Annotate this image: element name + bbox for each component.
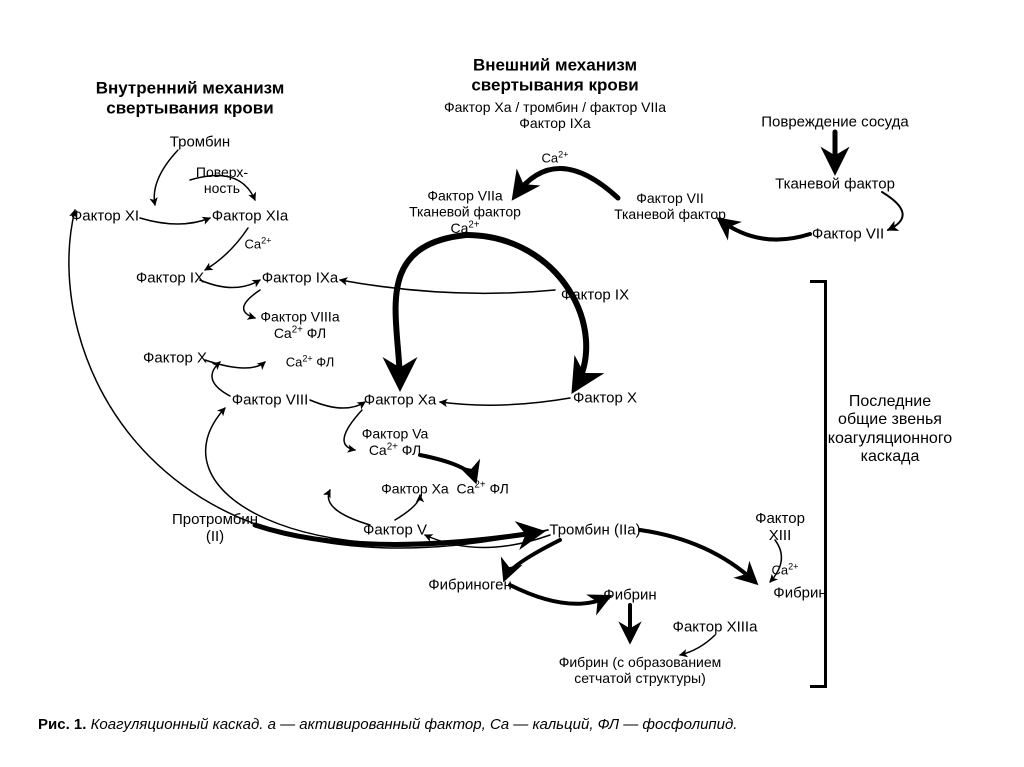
edge-e_ixa_viiia [244, 290, 260, 318]
edge-e_to_xa [310, 400, 365, 408]
node-fXa_complex: Фактор Xa Ca2+ ФЛ [381, 480, 509, 497]
node-fIX: Фактор IX [136, 269, 204, 286]
edge-e_thr_fibrinogen [505, 540, 560, 578]
node-thrombin_top: Тромбин [170, 133, 230, 150]
node-fV: Фактор V [363, 521, 427, 538]
node-fIXa: Фактор IXa [262, 269, 339, 286]
edge-e_fx_left [205, 360, 265, 368]
node-fXI: Фактор XI [71, 207, 139, 224]
edge-e_fv_up2 [395, 495, 420, 520]
node-prothrombin: Протромбин(II) [172, 511, 258, 546]
node-ca_fl_mid: Ca2+ ФЛ [286, 353, 335, 370]
node-fXIII: ФакторXIII [755, 510, 805, 545]
edge-e_fx_ext [440, 398, 570, 405]
edge-e_viii_up [212, 362, 230, 396]
edge-e_xi_xia [140, 218, 210, 224]
node-fX_ext: Фактор X [573, 389, 637, 406]
node-ca_right: Ca2+ [772, 561, 799, 578]
edge-e_xa_down [344, 410, 362, 450]
edge-e_va_complex [420, 455, 475, 480]
node-title_intrinsic: Внутренний механизмсвертывания крови [96, 78, 285, 117]
edge-e_big_curve [466, 235, 586, 388]
edge-e_fv_up [328, 490, 370, 525]
node-title_ext_sub: Фактор Xa / тромбин / фактор VIIaФактор … [444, 99, 666, 131]
edge-e_big_curve_to_xa [396, 235, 466, 385]
node-fVIIa_TF: Фактор VIIaТканевой факторCa2+ [409, 188, 521, 237]
node-fibrin2: Фибрин [773, 584, 826, 601]
node-ca1: Ca2+ [245, 235, 272, 252]
node-ca_ext: Ca2+ [542, 149, 569, 166]
node-fVII_TF: Фактор VIIТканевой фактор [614, 190, 726, 222]
edge-e_xia_ix [205, 228, 248, 270]
caption-prefix: Рис. 1. [38, 716, 91, 733]
node-fibrinogen: Фибриноген [428, 576, 512, 593]
edge-e_tf_fvii [882, 192, 903, 230]
edge-e_ext_arc [515, 168, 618, 198]
node-fVII_right: Фактор VII [812, 225, 884, 242]
node-fXIa: Фактор XIa [212, 207, 289, 224]
figure-caption: Рис. 1. Коагуляционный каскад. a — актив… [38, 716, 737, 733]
node-title_common: Последниеобщие звеньякоагуляционногокаск… [828, 393, 952, 467]
node-fIX_ext: Фактор IX [561, 286, 629, 303]
node-fXa: Фактор Xa [364, 391, 436, 408]
node-fXIIIa: Фактор XIIIa [673, 618, 758, 635]
node-fibrin_net: Фибрин (с образованиемсетчатой структуры… [559, 654, 722, 686]
edge-e_fix_ext [340, 280, 555, 293]
node-fibrin: Фибрин [603, 586, 656, 603]
diagram-stage: Внутренний механизмсвертывания крови Внеш… [0, 0, 1024, 767]
edge-e_fibrinogen_fibrin [510, 585, 608, 604]
caption-body: Коагуляционный каскад. a — активированны… [91, 716, 738, 733]
node-thrombin_IIa: Тромбин (IIa) [549, 521, 640, 538]
node-title_damage: Повреждение сосуда [761, 113, 909, 130]
common-pathway-bracket [810, 280, 827, 688]
edge-e_thr_back_xi [69, 210, 548, 548]
node-fVIIIa: Фактор VIIIaCa2+ ФЛ [260, 309, 339, 342]
node-title_extrinsic: Внешний механизмсвертывания крови [471, 55, 638, 94]
node-fVIII: Фактор VIII [232, 391, 309, 408]
edge-e_thr_xiii [640, 530, 755, 582]
node-surface: Поверх-ность [196, 164, 248, 196]
edge-e_ix_ixa [200, 280, 260, 288]
edge-e_thr_surf [154, 150, 178, 205]
node-tissue_factor: Тканевой фактор [775, 175, 895, 192]
edge-e_fvii_tf_complex [720, 220, 810, 240]
node-fVa: Фактор VaCa2+ ФЛ [362, 426, 429, 459]
node-fX_left: Фактор X [143, 349, 207, 366]
edge-e_xiiia_net [680, 635, 715, 655]
